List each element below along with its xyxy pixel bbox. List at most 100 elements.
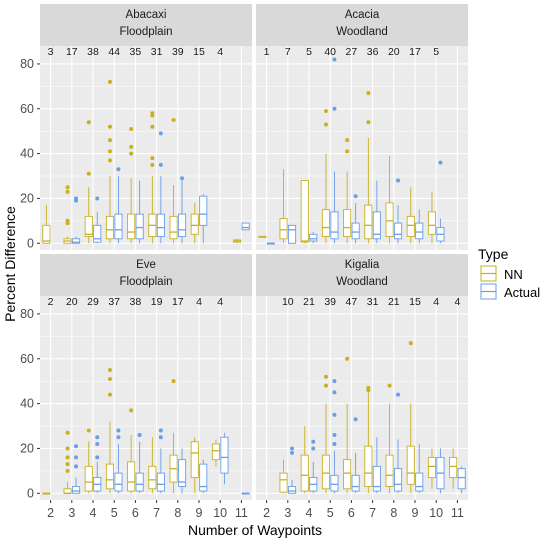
- outlier-point: [438, 160, 443, 165]
- y-tick-label: 20: [20, 191, 34, 205]
- y-axis-title: Percent Difference: [2, 206, 18, 322]
- outlier-point: [86, 428, 91, 433]
- box-iqr: [364, 445, 373, 487]
- sample-size-label: 27: [346, 46, 358, 58]
- outlier-point: [150, 124, 155, 129]
- box-nn: [169, 117, 178, 244]
- y-tick-label: 0: [27, 236, 34, 250]
- box-nn: [406, 187, 415, 244]
- facet-habitat-label: Woodland: [336, 276, 388, 288]
- sample-size-label: 3: [48, 46, 54, 58]
- box-iqr: [127, 213, 136, 240]
- sample-size-label: 5: [306, 46, 312, 58]
- outlier-point: [95, 455, 100, 460]
- box-iqr: [148, 465, 157, 490]
- box-iqr: [406, 445, 415, 485]
- x-tick-label: 10: [213, 506, 227, 520]
- box-actual: [330, 379, 339, 494]
- sample-size-label: 15: [193, 46, 205, 58]
- box-nn: [279, 459, 288, 494]
- outlier-point: [74, 464, 79, 469]
- x-axis-title: Number of Waypoints: [188, 522, 322, 538]
- box-iqr: [190, 213, 199, 235]
- x-tick-label: 6: [132, 506, 139, 520]
- sample-size-label: 20: [388, 46, 400, 58]
- box-actual: [309, 439, 318, 494]
- outlier-point: [137, 432, 142, 437]
- x-tick-label: 3: [284, 506, 291, 520]
- box-iqr: [177, 459, 187, 487]
- box-iqr: [169, 215, 178, 240]
- outlier-point: [158, 131, 163, 136]
- outlier-point: [353, 417, 358, 422]
- box-nn: [364, 91, 373, 244]
- box-nn: [321, 374, 331, 494]
- x-tick-label: 8: [390, 506, 397, 520]
- sample-size-label: 38: [87, 46, 99, 58]
- x-tick-label: 7: [369, 506, 376, 520]
- outlier-point: [65, 446, 70, 451]
- x-tick-label: 11: [235, 506, 248, 520]
- sample-size-label: 5: [433, 46, 439, 58]
- outlier-point: [150, 162, 155, 167]
- box-nn: [343, 138, 352, 244]
- outlier-point: [86, 120, 91, 125]
- box-actual: [177, 176, 187, 244]
- box-iqr: [127, 461, 136, 492]
- outlier-point: [180, 176, 185, 181]
- box-iqr: [287, 486, 297, 494]
- outlier-point: [107, 149, 112, 154]
- outlier-point: [74, 444, 79, 449]
- box-nn: [169, 379, 178, 494]
- outlier-point: [86, 171, 91, 176]
- box-actual: [241, 222, 250, 231]
- box-nn: [148, 111, 157, 244]
- box-iqr: [199, 463, 208, 492]
- box-nn: [84, 428, 93, 494]
- outlier-point: [366, 120, 371, 125]
- facet-strip: [256, 254, 468, 296]
- outlier-point: [95, 435, 100, 440]
- outlier-point: [332, 390, 337, 395]
- facet-strip: [40, 254, 252, 296]
- y-tick-label: 20: [20, 441, 34, 455]
- outlier-point: [65, 218, 70, 223]
- outlier-point: [366, 385, 371, 390]
- legend-label-nn: NN: [504, 267, 523, 282]
- outlier-point: [116, 428, 121, 433]
- outlier-point: [311, 439, 316, 444]
- sample-size-label: 4: [217, 46, 223, 58]
- box-nn: [300, 180, 309, 244]
- outlier-point: [311, 446, 316, 451]
- box-iqr: [449, 456, 458, 479]
- box-iqr: [279, 472, 288, 493]
- box-actual: [135, 180, 144, 244]
- box-nn: [84, 120, 93, 244]
- box-iqr: [84, 465, 93, 492]
- box-nn: [148, 437, 157, 494]
- sample-size-label: 37: [108, 296, 120, 308]
- sample-size-label: 47: [346, 296, 358, 308]
- outlier-point: [332, 106, 337, 111]
- box-nn: [427, 448, 437, 489]
- box-iqr: [330, 474, 339, 492]
- box-actual: [330, 57, 339, 244]
- facet-label: Eve: [136, 259, 156, 271]
- outlier-point: [323, 109, 328, 114]
- facet-strip: [40, 4, 252, 46]
- outlier-point: [150, 111, 155, 116]
- sample-size-label: 21: [388, 296, 400, 308]
- box-iqr: [63, 488, 72, 494]
- outlier-point: [290, 450, 295, 455]
- sample-size-label: 21: [303, 296, 315, 308]
- outlier-point: [345, 356, 350, 361]
- facet-label: Kigalia: [345, 259, 380, 271]
- x-tick-label: 8: [174, 506, 181, 520]
- box-iqr: [279, 218, 288, 240]
- box-actual: [93, 196, 102, 244]
- y-tick-label: 80: [20, 307, 34, 321]
- facet-label: Abacaxi: [126, 9, 167, 21]
- box-nn: [233, 238, 242, 244]
